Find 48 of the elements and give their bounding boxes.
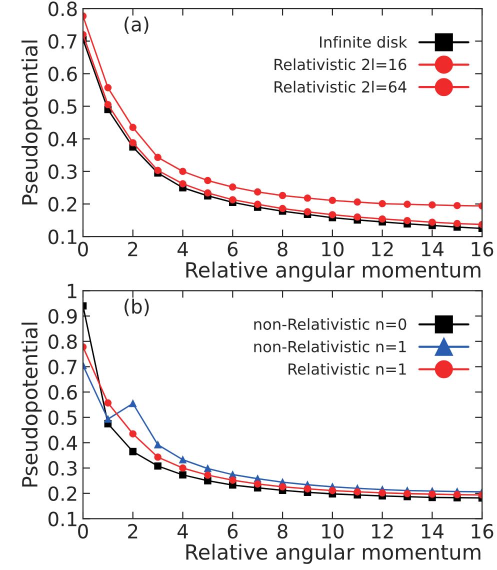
y-tick-label: 0.9 — [48, 308, 77, 324]
legend-label: non-Relativistic n=0 — [254, 318, 406, 330]
legend-label: Infinite disk — [320, 36, 408, 48]
legend-label: non-Relativistic n=1 — [254, 340, 406, 352]
x-tick-label: 2 — [128, 242, 138, 256]
x-tick-label: 4 — [178, 242, 188, 256]
x-axis-title: Relative angular momentum — [186, 262, 480, 282]
legend-label: Relativistic n=1 — [288, 362, 406, 375]
y-tick-label: 0.2 — [48, 196, 76, 212]
x-tick-label: 8 — [278, 524, 288, 539]
y-tick-label: 0.5 — [48, 410, 76, 426]
x-tick-label: 2 — [128, 524, 138, 538]
x-tick-label: 8 — [278, 242, 288, 256]
y-tick-label: 0.3 — [48, 460, 77, 476]
y-tick-label: 0.7 — [48, 360, 76, 374]
annotation: (a) — [124, 16, 148, 34]
y-tick-label: 0.6 — [48, 66, 77, 82]
y-tick-label: 0.5 — [48, 99, 76, 114]
x-tick-label: 0 — [78, 524, 88, 539]
y-axis-title: Pseudopotential — [21, 40, 42, 204]
legend-label: Relativistic 2l=16 — [274, 58, 406, 70]
x-tick-label: 14 — [422, 242, 444, 256]
y-tick-label: 0.8 — [48, 334, 77, 350]
y-tick-label: 1 — [68, 284, 76, 298]
x-tick-label: 6 — [228, 242, 238, 256]
x-tick-label: 12 — [372, 524, 393, 538]
y-tick-label: 0.4 — [48, 436, 78, 450]
x-tick-label: 14 — [422, 524, 444, 538]
x-tick-label: 0 — [78, 242, 88, 256]
y-tick-label: 0.1 — [48, 230, 76, 244]
legend-label: Relativistic 2l=64 — [274, 80, 406, 93]
x-tick-label: 10 — [322, 242, 344, 256]
y-axis-title: Pseudopotential — [21, 322, 42, 487]
y-tick-label: 0.2 — [48, 486, 76, 502]
y-tick-label: 0.1 — [48, 512, 76, 526]
x-axis-title: Relative angular momentum — [186, 544, 480, 564]
x-tick-label: 16 — [472, 242, 494, 256]
x-tick-label: 10 — [322, 524, 344, 539]
y-tick-label: 0.4 — [48, 132, 78, 146]
x-tick-label: 6 — [228, 524, 238, 539]
y-tick-label: 0.8 — [48, 2, 77, 16]
y-tick-label: 0.6 — [48, 384, 77, 400]
annotation: (b) — [124, 298, 149, 316]
x-tick-label: 12 — [372, 242, 393, 256]
x-tick-label: 4 — [178, 524, 188, 538]
x-tick-label: 16 — [472, 524, 494, 539]
y-tick-label: 0.7 — [48, 34, 76, 49]
y-tick-label: 0.3 — [48, 164, 77, 180]
